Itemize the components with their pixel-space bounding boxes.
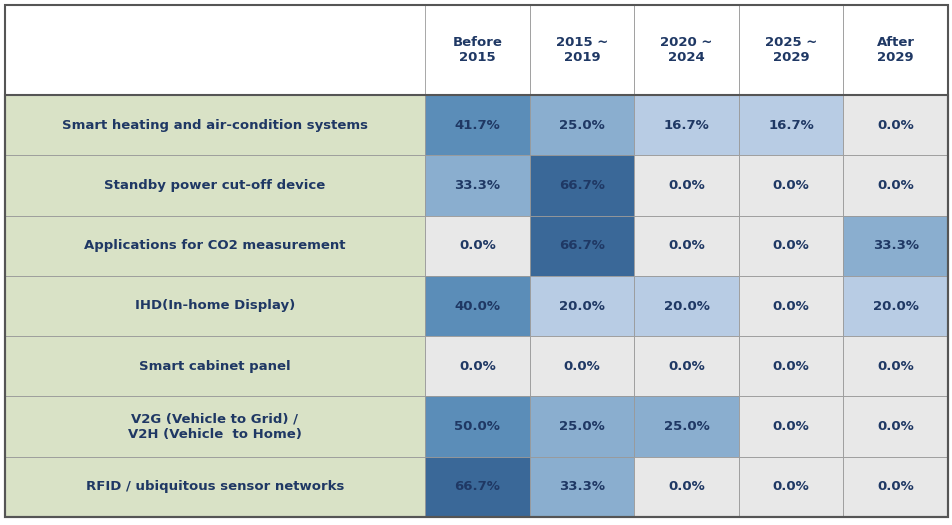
FancyBboxPatch shape — [425, 336, 529, 396]
FancyBboxPatch shape — [529, 276, 633, 336]
Text: 0.0%: 0.0% — [877, 119, 913, 132]
FancyBboxPatch shape — [5, 216, 425, 276]
FancyBboxPatch shape — [633, 276, 738, 336]
Text: 20.0%: 20.0% — [663, 299, 708, 312]
Text: 66.7%: 66.7% — [559, 239, 605, 252]
FancyBboxPatch shape — [529, 457, 633, 517]
FancyBboxPatch shape — [843, 155, 947, 216]
FancyBboxPatch shape — [5, 396, 425, 457]
Text: 20.0%: 20.0% — [872, 299, 918, 312]
FancyBboxPatch shape — [843, 276, 947, 336]
FancyBboxPatch shape — [529, 5, 633, 95]
Text: Standby power cut-off device: Standby power cut-off device — [105, 179, 326, 192]
FancyBboxPatch shape — [633, 155, 738, 216]
Text: 25.0%: 25.0% — [559, 119, 605, 132]
FancyBboxPatch shape — [633, 336, 738, 396]
Text: 50.0%: 50.0% — [454, 420, 500, 433]
Text: Applications for CO2 measurement: Applications for CO2 measurement — [84, 239, 346, 252]
FancyBboxPatch shape — [738, 216, 843, 276]
FancyBboxPatch shape — [738, 155, 843, 216]
Text: After
2029: After 2029 — [876, 36, 914, 64]
Text: 0.0%: 0.0% — [667, 239, 704, 252]
FancyBboxPatch shape — [633, 457, 738, 517]
FancyBboxPatch shape — [843, 5, 947, 95]
FancyBboxPatch shape — [843, 336, 947, 396]
FancyBboxPatch shape — [843, 95, 947, 155]
Text: 0.0%: 0.0% — [772, 179, 808, 192]
Text: 33.3%: 33.3% — [454, 179, 500, 192]
Text: 0.0%: 0.0% — [667, 480, 704, 493]
Text: 33.3%: 33.3% — [872, 239, 918, 252]
Text: 0.0%: 0.0% — [877, 420, 913, 433]
FancyBboxPatch shape — [738, 95, 843, 155]
Text: Smart heating and air-condition systems: Smart heating and air-condition systems — [62, 119, 367, 132]
Text: Before
2015: Before 2015 — [452, 36, 502, 64]
Text: 25.0%: 25.0% — [559, 420, 605, 433]
FancyBboxPatch shape — [529, 95, 633, 155]
FancyBboxPatch shape — [529, 216, 633, 276]
FancyBboxPatch shape — [529, 396, 633, 457]
FancyBboxPatch shape — [633, 396, 738, 457]
Text: 0.0%: 0.0% — [772, 299, 808, 312]
FancyBboxPatch shape — [5, 457, 425, 517]
FancyBboxPatch shape — [843, 216, 947, 276]
Text: 0.0%: 0.0% — [877, 179, 913, 192]
Text: 41.7%: 41.7% — [454, 119, 500, 132]
Text: 2015 ~
2019: 2015 ~ 2019 — [555, 36, 607, 64]
FancyBboxPatch shape — [738, 276, 843, 336]
FancyBboxPatch shape — [738, 396, 843, 457]
Text: 0.0%: 0.0% — [877, 360, 913, 373]
FancyBboxPatch shape — [425, 216, 529, 276]
FancyBboxPatch shape — [633, 95, 738, 155]
Text: 0.0%: 0.0% — [459, 360, 495, 373]
Text: 0.0%: 0.0% — [772, 239, 808, 252]
FancyBboxPatch shape — [425, 95, 529, 155]
FancyBboxPatch shape — [425, 5, 529, 95]
Text: 0.0%: 0.0% — [459, 239, 495, 252]
FancyBboxPatch shape — [425, 457, 529, 517]
FancyBboxPatch shape — [633, 216, 738, 276]
Text: Smart cabinet panel: Smart cabinet panel — [139, 360, 290, 373]
Text: 33.3%: 33.3% — [558, 480, 605, 493]
Text: RFID / ubiquitous sensor networks: RFID / ubiquitous sensor networks — [86, 480, 344, 493]
FancyBboxPatch shape — [843, 457, 947, 517]
Text: 0.0%: 0.0% — [563, 360, 600, 373]
Text: 0.0%: 0.0% — [772, 360, 808, 373]
FancyBboxPatch shape — [529, 336, 633, 396]
FancyBboxPatch shape — [843, 396, 947, 457]
Text: 0.0%: 0.0% — [772, 480, 808, 493]
FancyBboxPatch shape — [633, 5, 738, 95]
Text: 40.0%: 40.0% — [454, 299, 500, 312]
Text: V2G (Vehicle to Grid) /
V2H (Vehicle  to Home): V2G (Vehicle to Grid) / V2H (Vehicle to … — [128, 413, 302, 440]
Text: 25.0%: 25.0% — [663, 420, 708, 433]
Text: 0.0%: 0.0% — [877, 480, 913, 493]
Text: 16.7%: 16.7% — [663, 119, 708, 132]
FancyBboxPatch shape — [425, 155, 529, 216]
Text: 66.7%: 66.7% — [454, 480, 500, 493]
Text: 0.0%: 0.0% — [667, 179, 704, 192]
FancyBboxPatch shape — [738, 457, 843, 517]
FancyBboxPatch shape — [5, 276, 425, 336]
Text: 2020 ~
2024: 2020 ~ 2024 — [660, 36, 712, 64]
FancyBboxPatch shape — [738, 336, 843, 396]
FancyBboxPatch shape — [5, 155, 425, 216]
FancyBboxPatch shape — [425, 396, 529, 457]
FancyBboxPatch shape — [529, 155, 633, 216]
FancyBboxPatch shape — [738, 5, 843, 95]
Text: 66.7%: 66.7% — [559, 179, 605, 192]
Text: 0.0%: 0.0% — [667, 360, 704, 373]
FancyBboxPatch shape — [5, 95, 425, 155]
FancyBboxPatch shape — [5, 336, 425, 396]
Text: 16.7%: 16.7% — [767, 119, 813, 132]
FancyBboxPatch shape — [425, 276, 529, 336]
Text: 0.0%: 0.0% — [772, 420, 808, 433]
Text: IHD(In-home Display): IHD(In-home Display) — [135, 299, 295, 312]
Text: 2025 ~
2029: 2025 ~ 2029 — [764, 36, 817, 64]
Text: 20.0%: 20.0% — [559, 299, 605, 312]
